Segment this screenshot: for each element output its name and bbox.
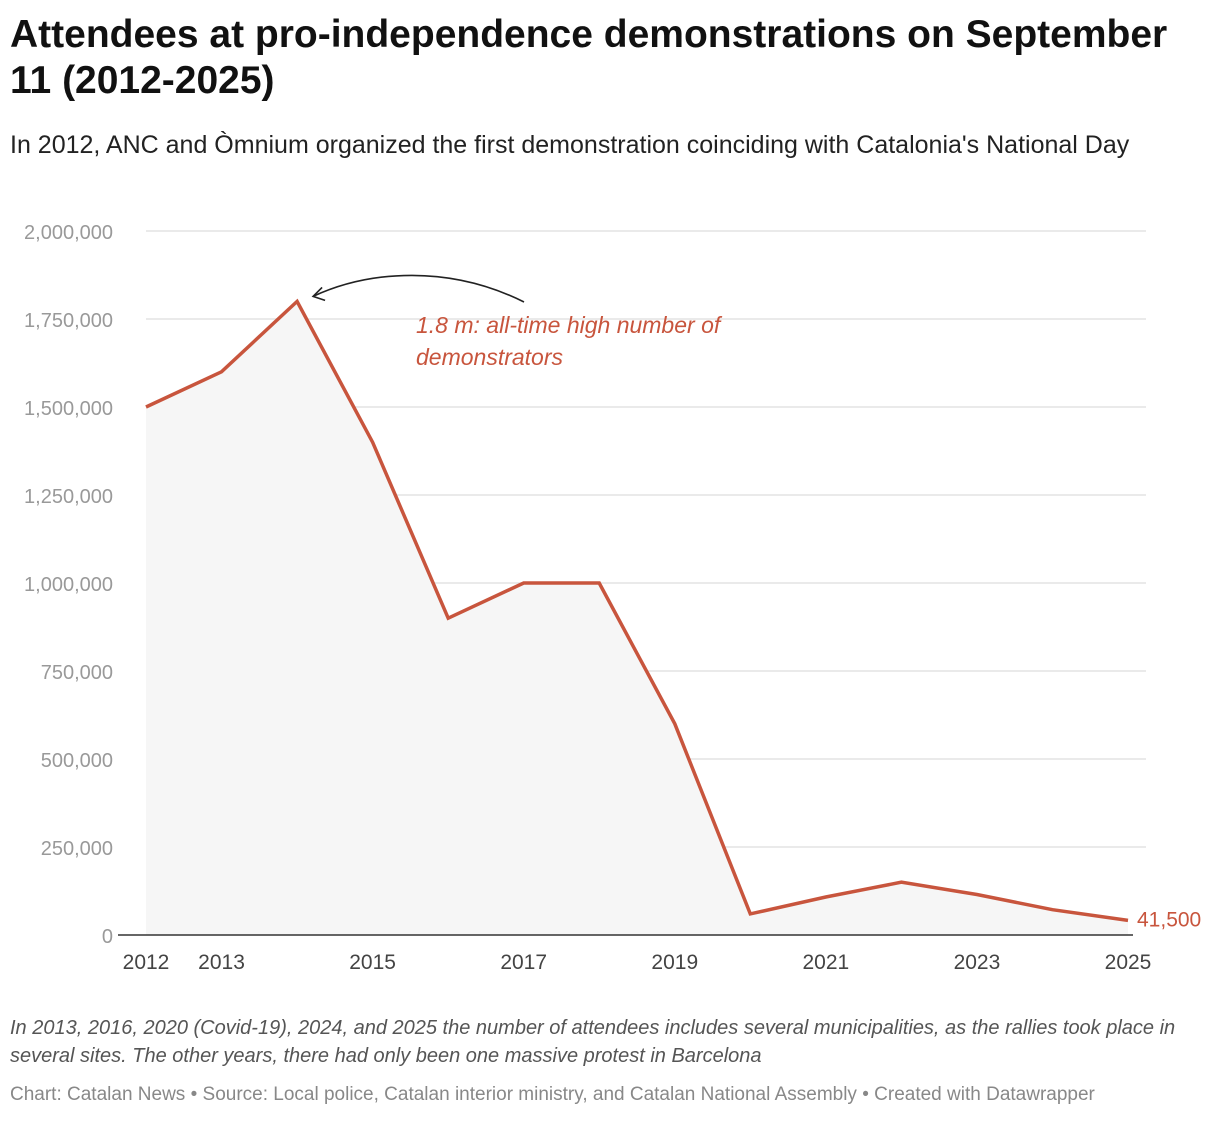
data-point [824,895,828,899]
x-tick-label: 2021 [802,951,849,974]
data-point [144,405,148,409]
y-tick-label: 1,500,000 [24,398,113,420]
data-point [673,722,677,726]
data-point [220,370,224,374]
x-tick-label: 2019 [651,951,698,974]
separator: • [190,1084,203,1105]
separator: • [862,1084,875,1105]
data-point [975,893,979,897]
data-point [748,912,752,916]
data-point [597,581,601,585]
data-point [899,880,903,884]
chart-subtitle: In 2012, ANC and Òmnium organized the fi… [10,131,1130,159]
area-fill [146,301,1128,935]
y-tick-label: 1,250,000 [24,486,113,508]
x-tick-label: 2023 [954,951,1001,974]
x-tick-label: 2017 [500,951,547,974]
y-tick-label: 2,000,000 [24,222,113,244]
data-point [1050,908,1054,912]
annotation-line-1: 1.8 m: all-time high number of [416,312,723,338]
source-credit: Source: Local police, Catalan interior m… [202,1084,857,1105]
x-tick-label: 2025 [1105,951,1152,974]
data-point [1126,918,1130,922]
y-tick-label: 500,000 [41,750,113,772]
end-value-label: 41,500 [1137,908,1201,931]
data-point [522,581,526,585]
credits: Chart: Catalan News • Source: Local poli… [10,1082,1200,1108]
y-tick-label: 0 [102,926,113,948]
annotation-line-2: demonstrators [416,344,564,370]
x-axis: 2012 2013 2015 2017 2019 2021 2023 2025 [123,951,1152,974]
created-with-credit: Created with Datawrapper [874,1084,1095,1105]
data-point [371,440,375,444]
y-axis: 0 250,000 500,000 750,000 1,000,000 1,250,000… [24,222,113,948]
chart-credit: Chart: Catalan News [10,1084,186,1105]
data-point [295,299,299,303]
annotation-arrow [312,274,525,303]
series-line [145,298,1129,923]
footnote: In 2013, 2016, 2020 (Covid-19), 2024, an… [10,1017,1176,1067]
annotation-arrowhead [311,286,326,302]
y-tick-label: 1,000,000 [24,574,113,596]
y-tick-label: 1,750,000 [24,310,113,332]
annotation: 1.8 m: all-time high number of demonstra… [311,274,727,370]
y-tick-label: 750,000 [41,662,113,684]
data-point [446,616,450,620]
annotation-text: 1.8 m: all-time high number of demonstra… [416,312,727,370]
line-chart: 0 250,000 500,000 750,000 1,000,000 1,250,000… [24,222,1201,974]
chart-title: Attendees at pro-independence demonstrat… [10,13,1168,102]
x-tick-label: 2015 [349,951,396,974]
y-tick-label: 250,000 [41,838,113,860]
x-tick-label: 2013 [198,951,245,974]
x-tick-label: 2012 [123,951,170,974]
